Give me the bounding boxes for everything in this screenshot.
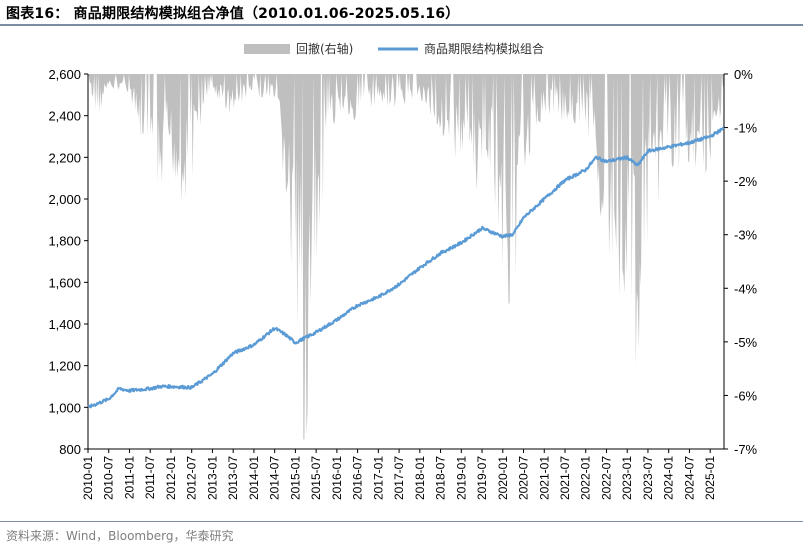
x-tick-label: 2017-07: [392, 456, 406, 500]
y-right-tick-label: -7%: [734, 442, 758, 457]
x-tick-label: 2015-01: [288, 456, 302, 500]
y-right-tick-label: -5%: [734, 335, 758, 350]
y-left-tick-label: 1,400: [48, 317, 81, 332]
source-note: 资料来源：Wind，Bloomberg，华泰研究: [6, 529, 234, 543]
y-left-tick-label: 2,200: [48, 150, 81, 165]
x-tick-label: 2012-01: [164, 456, 178, 500]
x-tick-label: 2024-07: [682, 456, 696, 500]
x-tick-label: 2016-01: [330, 456, 344, 500]
legend: 回撤(右轴) 商品期限结构模拟组合: [244, 41, 544, 56]
tick-labels-layer: 800 1,000 1,200 1,400 1,600 1,800 2,000 2,200 2,…: [48, 67, 757, 500]
x-tick-label: 2012-07: [185, 456, 199, 500]
x-tick-label: 2022-07: [600, 456, 614, 500]
x-tick-label: 2021-07: [558, 456, 572, 500]
x-tick-label: 2014-07: [268, 456, 282, 500]
x-tick-label: 2014-01: [247, 456, 261, 500]
x-tick-label: 2022-01: [579, 456, 593, 500]
legend-nav-label: 商品期限结构模拟组合: [424, 41, 544, 56]
x-tick-label: 2018-07: [434, 456, 448, 500]
y-left-tick-label: 2,000: [48, 192, 81, 207]
y-left-tick-label: 1,000: [48, 400, 81, 415]
nav-line-layer: [87, 126, 725, 409]
y-right-tick-label: -2%: [734, 174, 758, 189]
x-tick-label: 2016-07: [351, 456, 365, 500]
x-tick-label: 2013-01: [205, 456, 219, 500]
drawdown-area-layer: [88, 74, 724, 440]
y-left-tick-label: 800: [59, 442, 81, 457]
y-right-tick-label: -1%: [734, 121, 758, 136]
x-tick-label: 2011-07: [143, 456, 157, 499]
legend-drawdown-label: 回撤(右轴): [296, 41, 353, 56]
y-left-tick-label: 1,200: [48, 359, 81, 374]
nav-line: [87, 126, 725, 409]
x-tick-label: 2017-01: [371, 456, 385, 500]
y-left-tick-label: 2,400: [48, 109, 81, 124]
chart-canvas: 回撤(右轴) 商品期限结构模拟组合 800 1,000 1,200 1,400 1,60…: [48, 41, 757, 500]
y-left-tick-label: 1,800: [48, 234, 81, 249]
x-tick-label: 2018-01: [413, 456, 427, 500]
footer-divider: [0, 521, 803, 522]
x-tick-label: 2023-01: [620, 456, 634, 500]
x-tick-label: 2020-01: [496, 456, 510, 500]
x-tick-label: 2024-01: [662, 456, 676, 500]
x-tick-label: 2019-01: [454, 456, 468, 500]
x-tick-label: 2013-07: [226, 456, 240, 500]
x-tick-label: 2010-01: [81, 456, 95, 500]
x-tick-label: 2015-07: [309, 456, 323, 500]
y-right-tick-label: -3%: [734, 228, 758, 243]
y-left-tick-label: 1,600: [48, 275, 81, 290]
title-divider: [0, 24, 803, 26]
y-left-tick-label: 2,600: [48, 67, 81, 82]
x-tick-label: 2025-01: [703, 456, 717, 500]
axes-layer: [87, 74, 725, 450]
x-tick-label: 2010-07: [102, 456, 116, 500]
y-right-tick-label: -6%: [734, 388, 758, 403]
chart-title: 图表16： 商品期限结构模拟组合净值（2010.01.06-2025.05.16…: [6, 6, 460, 22]
x-tick-label: 2011-01: [123, 456, 137, 499]
y-right-tick-label: 0%: [734, 67, 753, 82]
x-tick-label: 2021-01: [537, 456, 551, 500]
x-tick-label: 2023-07: [641, 456, 655, 500]
drawdown-area: [88, 74, 724, 440]
legend-drawdown-swatch: [244, 44, 290, 54]
x-tick-label: 2019-07: [475, 456, 489, 500]
x-tick-label: 2020-07: [517, 456, 531, 500]
y-right-tick-label: -4%: [734, 281, 758, 296]
